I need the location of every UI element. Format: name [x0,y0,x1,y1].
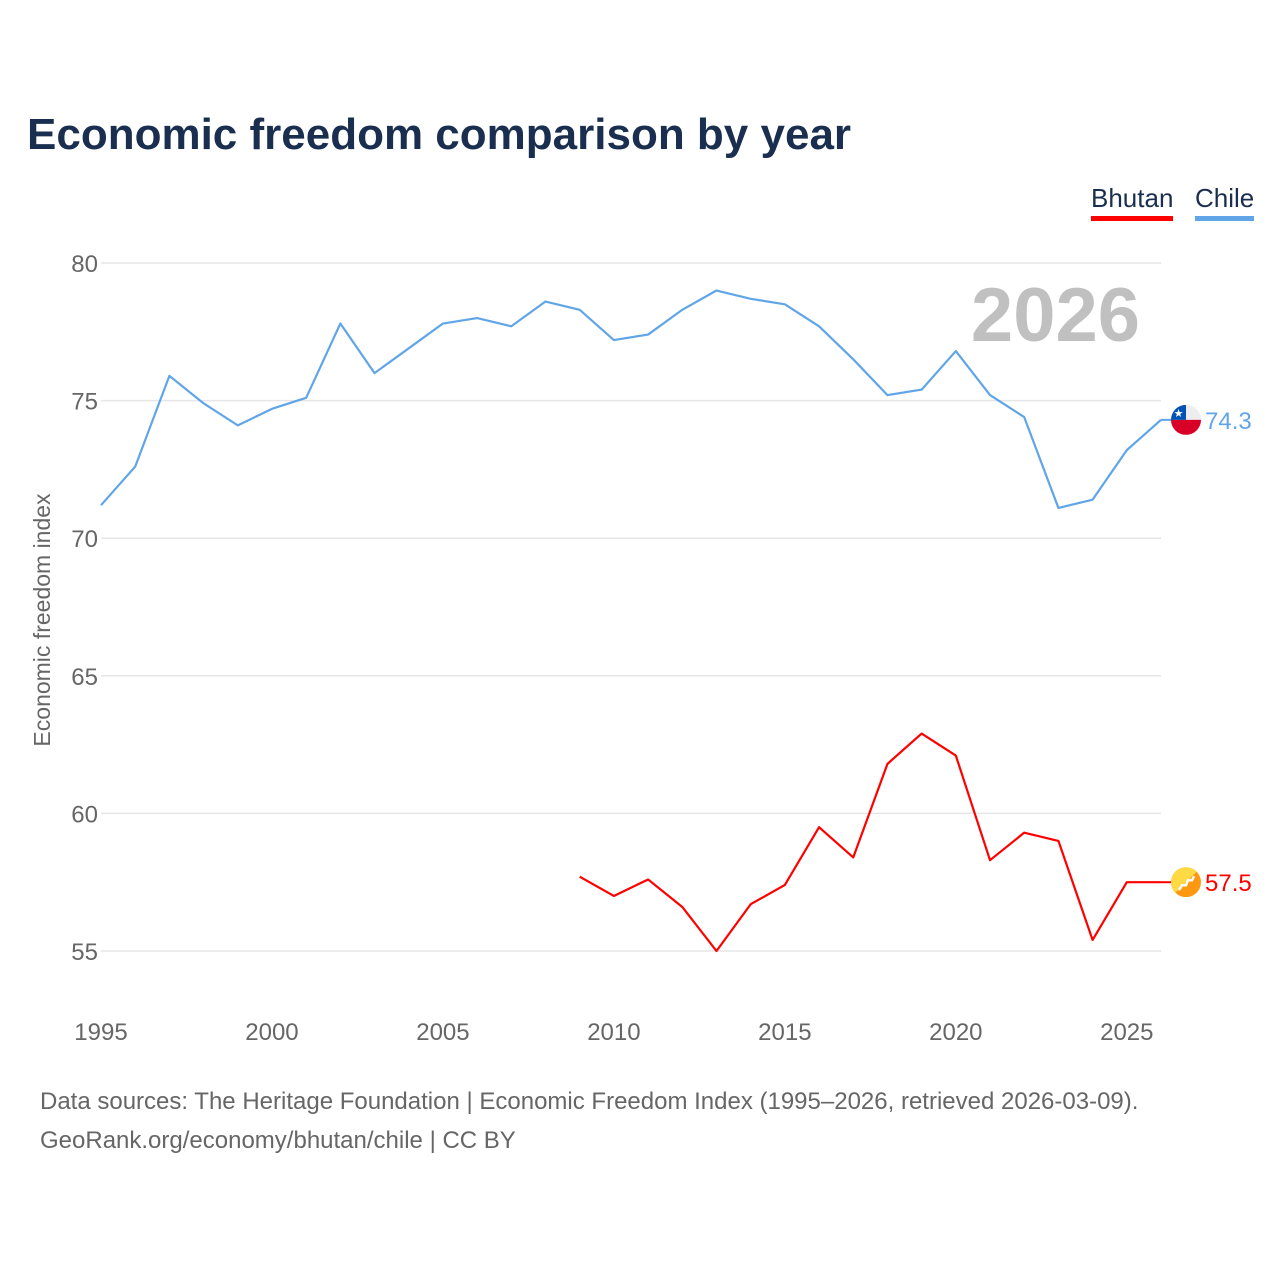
y-tick-label: 80 [71,251,98,278]
end-value-label-chile: 74.3 [1205,408,1252,435]
chart-title: Economic freedom comparison by year [27,110,852,159]
y-tick-label: 60 [71,801,98,828]
x-tick-label: 2005 [416,1019,469,1046]
x-tick-label: 2010 [587,1019,640,1046]
legend-chile[interactable]: Chile [1195,183,1255,221]
y-axis-label: Economic freedom index [29,493,55,747]
y-tick-label: 55 [71,939,98,966]
legend-bhutan[interactable]: Bhutan [1091,183,1174,221]
flag-dragon [1177,875,1196,891]
y-tick-label: 75 [71,389,98,416]
x-tick-label: 2000 [245,1019,298,1046]
series-line-chile [100,289,1162,510]
flag-star: ★ [1174,408,1184,420]
x-tick-label: 2015 [758,1019,811,1046]
chile-flag-icon: ★ [1171,404,1201,435]
y-tick-label: 65 [71,664,98,691]
flag [1171,867,1201,898]
series-line-bhutan [579,732,1161,953]
flag: ★ [1171,404,1201,435]
footer-sources: Data sources: The Heritage Foundation | … [40,1088,1139,1115]
footer-link[interactable]: GeoRank.org/economy/bhutan/chile | CC BY [40,1127,516,1154]
y-tick-label: 70 [71,526,98,553]
x-tick-label: 1995 [74,1019,127,1046]
x-tick-label: 2020 [929,1019,982,1046]
end-value-label-bhutan: 57.5 [1205,870,1252,897]
bhutan-flag-icon [1171,867,1201,898]
year-watermark: 2026 [971,273,1140,358]
flag-red [1171,419,1201,435]
x-tick-label: 2025 [1100,1019,1153,1046]
